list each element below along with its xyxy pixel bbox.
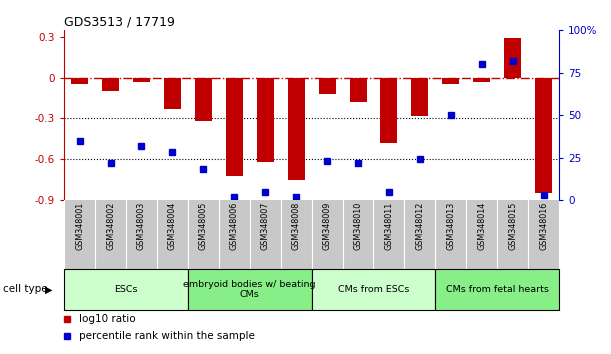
Text: GSM348015: GSM348015: [508, 202, 517, 251]
Text: ▶: ▶: [45, 284, 52, 295]
Text: GSM348008: GSM348008: [291, 202, 301, 250]
Bar: [349, 78, 367, 102]
Bar: [318, 78, 335, 94]
Text: percentile rank within the sample: percentile rank within the sample: [79, 331, 255, 341]
Text: GSM348016: GSM348016: [539, 202, 548, 250]
Bar: [195, 78, 212, 121]
Text: ESCs: ESCs: [114, 285, 137, 294]
Bar: [504, 38, 521, 78]
Text: GSM348014: GSM348014: [477, 202, 486, 250]
Bar: [164, 78, 181, 109]
Text: GSM348011: GSM348011: [384, 202, 393, 250]
Bar: [288, 78, 305, 179]
Text: GSM348002: GSM348002: [106, 202, 115, 251]
Bar: [64, 269, 188, 310]
Bar: [436, 269, 559, 310]
Bar: [442, 78, 459, 85]
Text: GSM348006: GSM348006: [230, 202, 239, 250]
Text: GSM348007: GSM348007: [261, 202, 269, 251]
Bar: [226, 78, 243, 176]
Bar: [102, 78, 119, 91]
Text: GSM348012: GSM348012: [415, 202, 425, 251]
Text: log10 ratio: log10 ratio: [79, 314, 136, 324]
Text: cell type: cell type: [3, 284, 48, 295]
Bar: [71, 78, 88, 85]
Text: GSM348001: GSM348001: [75, 202, 84, 250]
Bar: [411, 78, 428, 116]
Text: GSM348009: GSM348009: [323, 202, 332, 251]
Text: CMs from ESCs: CMs from ESCs: [338, 285, 409, 294]
Text: embryoid bodies w/ beating
CMs: embryoid bodies w/ beating CMs: [183, 280, 316, 299]
Text: GSM348004: GSM348004: [168, 202, 177, 250]
Bar: [188, 269, 312, 310]
Bar: [381, 78, 397, 143]
Text: GSM348005: GSM348005: [199, 202, 208, 251]
Text: GSM348010: GSM348010: [354, 202, 362, 250]
Bar: [535, 78, 552, 193]
Bar: [257, 78, 274, 162]
Text: GSM348003: GSM348003: [137, 202, 146, 250]
Bar: [133, 78, 150, 82]
Bar: [312, 269, 436, 310]
Text: GSM348013: GSM348013: [446, 202, 455, 250]
Text: CMs from fetal hearts: CMs from fetal hearts: [446, 285, 549, 294]
Bar: [474, 78, 490, 82]
Text: GDS3513 / 17719: GDS3513 / 17719: [64, 16, 175, 29]
